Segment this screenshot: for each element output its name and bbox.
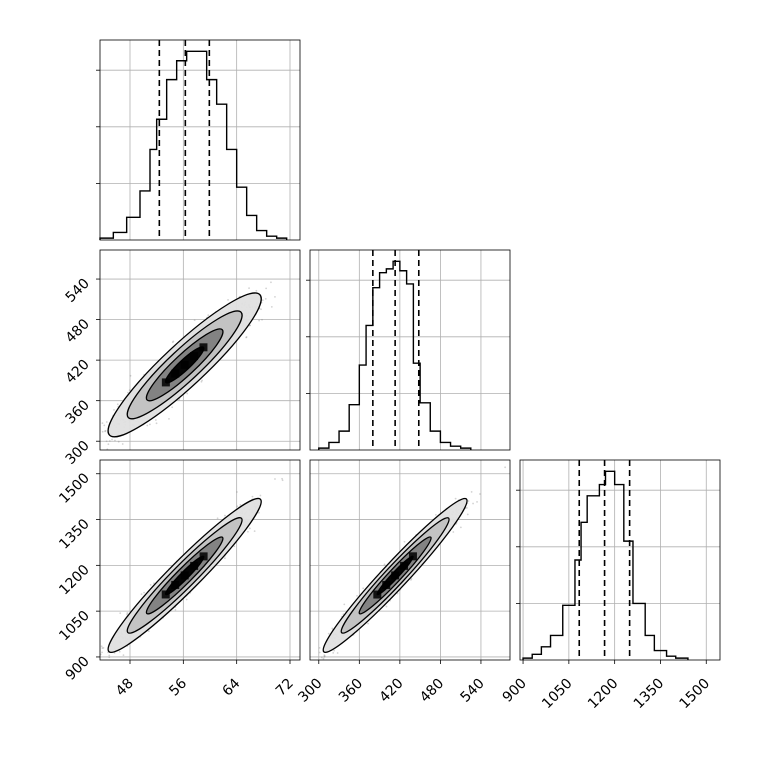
pair-1-3-point: [281, 477, 283, 480]
pair-1-2-core-cell: [161, 378, 170, 387]
pair-1-2-point: [255, 289, 258, 292]
pair-1-2-point: [155, 422, 158, 425]
pair-1-2-point: [106, 448, 109, 450]
pair-1-2-point: [245, 336, 248, 338]
pair-1-2-point: [129, 374, 132, 377]
pair-1-3-point: [301, 469, 303, 471]
pair-1-2-core-cell: [171, 369, 180, 378]
pair-1-2-body: [89, 281, 276, 459]
pair-1-2-point: [261, 299, 264, 302]
pair-1-2-point: [171, 406, 174, 409]
pair-1-3-point: [108, 656, 111, 659]
pair-1-2-point: [113, 408, 115, 411]
pair-1-2-point: [265, 287, 268, 290]
pair-1-2-point: [117, 440, 120, 443]
hist-3-bars: [522, 470, 689, 660]
pair-1-2-point: [172, 340, 175, 343]
pair-1-2-point: [93, 457, 95, 459]
pair-1-2-point: [168, 417, 170, 420]
pair-1-2-point: [104, 430, 106, 433]
content-layer: [89, 40, 689, 666]
pair-1-2-point: [121, 443, 124, 445]
pair-1-2-point: [128, 389, 131, 392]
pair-1-2-point: [260, 308, 262, 311]
pair-1-2-point: [146, 424, 149, 427]
pair-1-3-point: [233, 545, 236, 548]
pair-1-3-point: [122, 654, 125, 657]
pair-1-2-point: [114, 439, 116, 442]
pair-1-2-point: [248, 287, 250, 289]
pair-1-2-point: [101, 422, 104, 424]
pair-1-3-point: [185, 598, 188, 601]
pair-1-3-point: [248, 527, 251, 530]
pair-1-3-point: [143, 591, 145, 594]
pair-1-3-point: [98, 664, 100, 666]
hist-2-bars: [318, 260, 472, 450]
pair-1-2-point: [258, 319, 260, 322]
pair-1-2-point: [105, 440, 108, 443]
pair-1-2-point: [249, 324, 251, 327]
pair-1-2-point: [89, 435, 91, 437]
pair-1-2-point: [149, 423, 151, 426]
pair-1-2-point: [200, 380, 203, 383]
pair-1-2-point: [178, 398, 181, 401]
pair-1-2-point: [227, 299, 229, 301]
pair-1-2-point: [105, 421, 108, 423]
pair-1-3-point: [153, 582, 155, 585]
pair-1-3-point: [251, 495, 254, 498]
pair-1-2-core-cell: [199, 343, 208, 352]
pair-1-2-point: [101, 430, 104, 433]
pair-1-2-point: [270, 281, 272, 284]
pair-1-2-point: [107, 443, 110, 446]
pair-1-3-point: [216, 517, 219, 520]
pair-1-2-point: [264, 297, 267, 300]
pair-1-2-point: [270, 305, 273, 308]
pair-1-2-point: [104, 429, 107, 432]
pair-1-2-point: [274, 296, 276, 298]
pair-1-3-point: [108, 654, 111, 657]
pair-1-2-point: [186, 392, 189, 395]
pair-1-3-body: [98, 469, 303, 666]
pair-1-2-point: [127, 391, 129, 394]
pair-1-2-point: [103, 424, 106, 427]
pair-1-2-point: [108, 440, 111, 442]
pair-1-3-point: [174, 608, 177, 611]
pair-1-2-point: [261, 318, 263, 321]
pair-1-2-point: [193, 319, 196, 322]
pair-1-2-point: [111, 438, 113, 441]
pair-1-3-point: [274, 478, 276, 480]
pair-1-3-point: [281, 479, 284, 482]
pair-1-2-point: [171, 341, 174, 344]
pair-1-3-point: [102, 647, 105, 649]
pair-1-3-point: [149, 584, 152, 586]
pair-1-2-point: [245, 336, 248, 339]
pair-1-3-point: [100, 645, 103, 648]
hist-1-bars: [99, 50, 288, 240]
pair-1-2-point: [116, 403, 119, 406]
pair-1-2-point: [201, 379, 203, 382]
pair-1-3-point: [101, 647, 104, 649]
pair-1-2-point: [91, 423, 93, 425]
pair-1-2-point: [207, 314, 210, 317]
pair-1-2-core-cell: [180, 360, 189, 369]
pair-1-3-point: [100, 653, 102, 656]
pair-1-2-core-cell: [190, 352, 199, 361]
pair-1-3-point: [253, 530, 256, 533]
pair-1-3-point: [258, 511, 260, 514]
pair-1-3-point: [126, 613, 128, 616]
pair-1-3-point: [118, 650, 121, 653]
pair-1-2-point: [154, 419, 157, 421]
